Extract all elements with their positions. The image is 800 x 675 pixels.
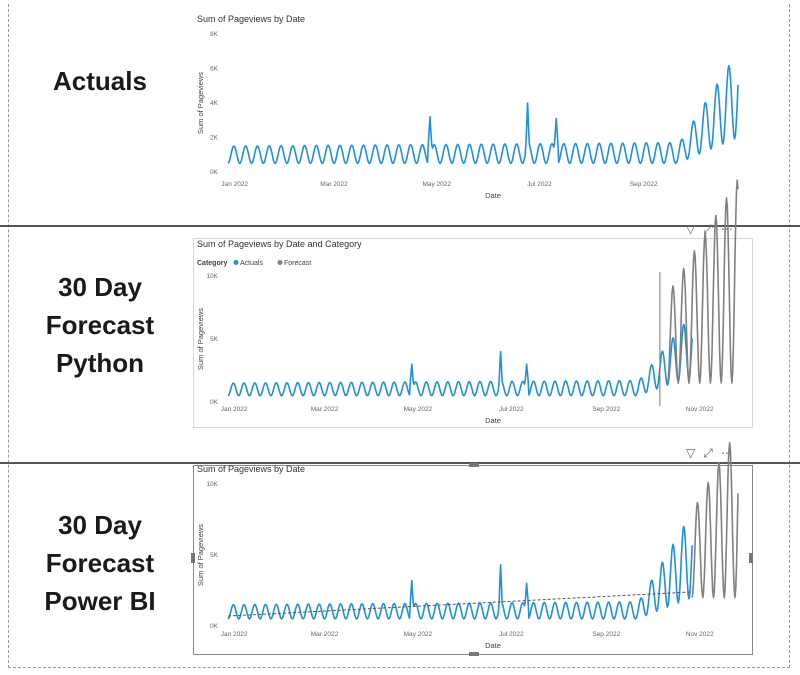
y-axis-label: Sum of Pageviews	[196, 72, 205, 134]
x-tick-label: Nov 2022	[686, 406, 714, 413]
y-tick-label: 10K	[206, 481, 218, 488]
trend-line	[227, 591, 693, 617]
row-label-line: Actuals	[53, 66, 147, 96]
series-line-2-0	[227, 525, 693, 620]
focus-mode-icon[interactable]: ⤢	[703, 222, 721, 236]
y-tick-label: 10K	[206, 273, 218, 280]
x-tick-label: Jul 2022	[499, 631, 524, 638]
chart-title: Sum of Pageviews by Date	[197, 464, 305, 474]
row-label-line: Python	[55, 348, 145, 378]
legend-item-actuals: Actuals	[240, 260, 263, 267]
row-label-actuals: Actuals	[0, 62, 200, 100]
x-tick-label: Jan 2022	[221, 406, 248, 413]
resize-handle-bottom[interactable]	[469, 652, 479, 656]
y-tick-label: 6K	[210, 66, 219, 73]
series-line-1-0	[227, 323, 693, 397]
series-line-0-0	[227, 64, 739, 165]
row-label-powerbi-forecast: 30 Day Forecast Power BI	[0, 506, 200, 620]
resize-handle-left[interactable]	[191, 553, 195, 563]
x-axis-label: Date	[485, 416, 501, 425]
legend-marker-actuals	[233, 260, 239, 265]
x-tick-label: Sep 2022	[592, 406, 620, 413]
y-tick-label: 4K	[210, 100, 219, 107]
x-tick-label: Mar 2022	[320, 181, 348, 188]
row-label-line: 30 Day	[58, 272, 142, 302]
row-label-line: Forecast	[45, 548, 155, 578]
chart-title: Sum of Pageviews by Date and Category	[197, 239, 362, 249]
x-tick-label: Jan 2022	[221, 181, 248, 188]
y-tick-label: 5K	[210, 552, 219, 559]
y-axis-label: Sum of Pageviews	[196, 524, 205, 586]
y-tick-label: 5K	[210, 336, 219, 343]
filter-icon[interactable]: ▽	[686, 222, 704, 236]
row-divider-1	[0, 225, 800, 227]
x-tick-label: May 2022	[404, 631, 433, 638]
legend-item-forecast: Forecast	[284, 260, 311, 267]
legend-title: Category	[197, 260, 227, 267]
row-label-python-forecast: 30 Day Forecast Python	[0, 268, 200, 382]
report-canvas-frame	[8, 4, 790, 668]
series-line-2-1	[691, 441, 739, 599]
row-divider-2	[0, 462, 800, 464]
chart-title: Sum of Pageviews by Date	[197, 14, 305, 24]
y-tick-label: 2K	[210, 135, 219, 142]
x-tick-label: Jul 2022	[499, 406, 524, 413]
x-tick-label: Mar 2022	[311, 631, 339, 638]
y-tick-label: 8K	[210, 31, 219, 38]
row-label-line: 30 Day	[58, 510, 142, 540]
x-tick-label: Sep 2022	[592, 631, 620, 638]
resize-handle-right[interactable]	[749, 553, 753, 563]
series-line-1-1	[666, 179, 739, 384]
filter-icon[interactable]: ▽	[686, 446, 704, 460]
x-tick-label: May 2022	[404, 406, 433, 413]
focus-mode-icon[interactable]: ⤢	[703, 446, 721, 460]
y-axis-label: Sum of Pageviews	[196, 308, 205, 370]
y-tick-label: 0K	[210, 169, 219, 176]
chart-visual-python[interactable]	[193, 238, 753, 428]
x-axis-label: Date	[485, 641, 501, 650]
legend-marker-forecast	[277, 260, 283, 265]
y-tick-label: 0K	[210, 399, 219, 406]
y-tick-label: 0K	[210, 623, 219, 630]
more-options-icon[interactable]: ⋯	[720, 222, 741, 236]
x-tick-label: Nov 2022	[686, 631, 714, 638]
x-tick-label: Sep 2022	[630, 181, 658, 188]
x-tick-label: Mar 2022	[311, 406, 339, 413]
x-tick-label: May 2022	[422, 181, 451, 188]
x-tick-label: Jan 2022	[221, 631, 248, 638]
row-label-line: Power BI	[44, 586, 156, 616]
visual-header-python: ▽⤢⋯	[686, 222, 741, 237]
resize-handle-top[interactable]	[469, 463, 479, 467]
row-label-line: Forecast	[45, 310, 155, 340]
x-axis-label: Date	[485, 191, 501, 200]
x-tick-label: Jul 2022	[527, 181, 552, 188]
